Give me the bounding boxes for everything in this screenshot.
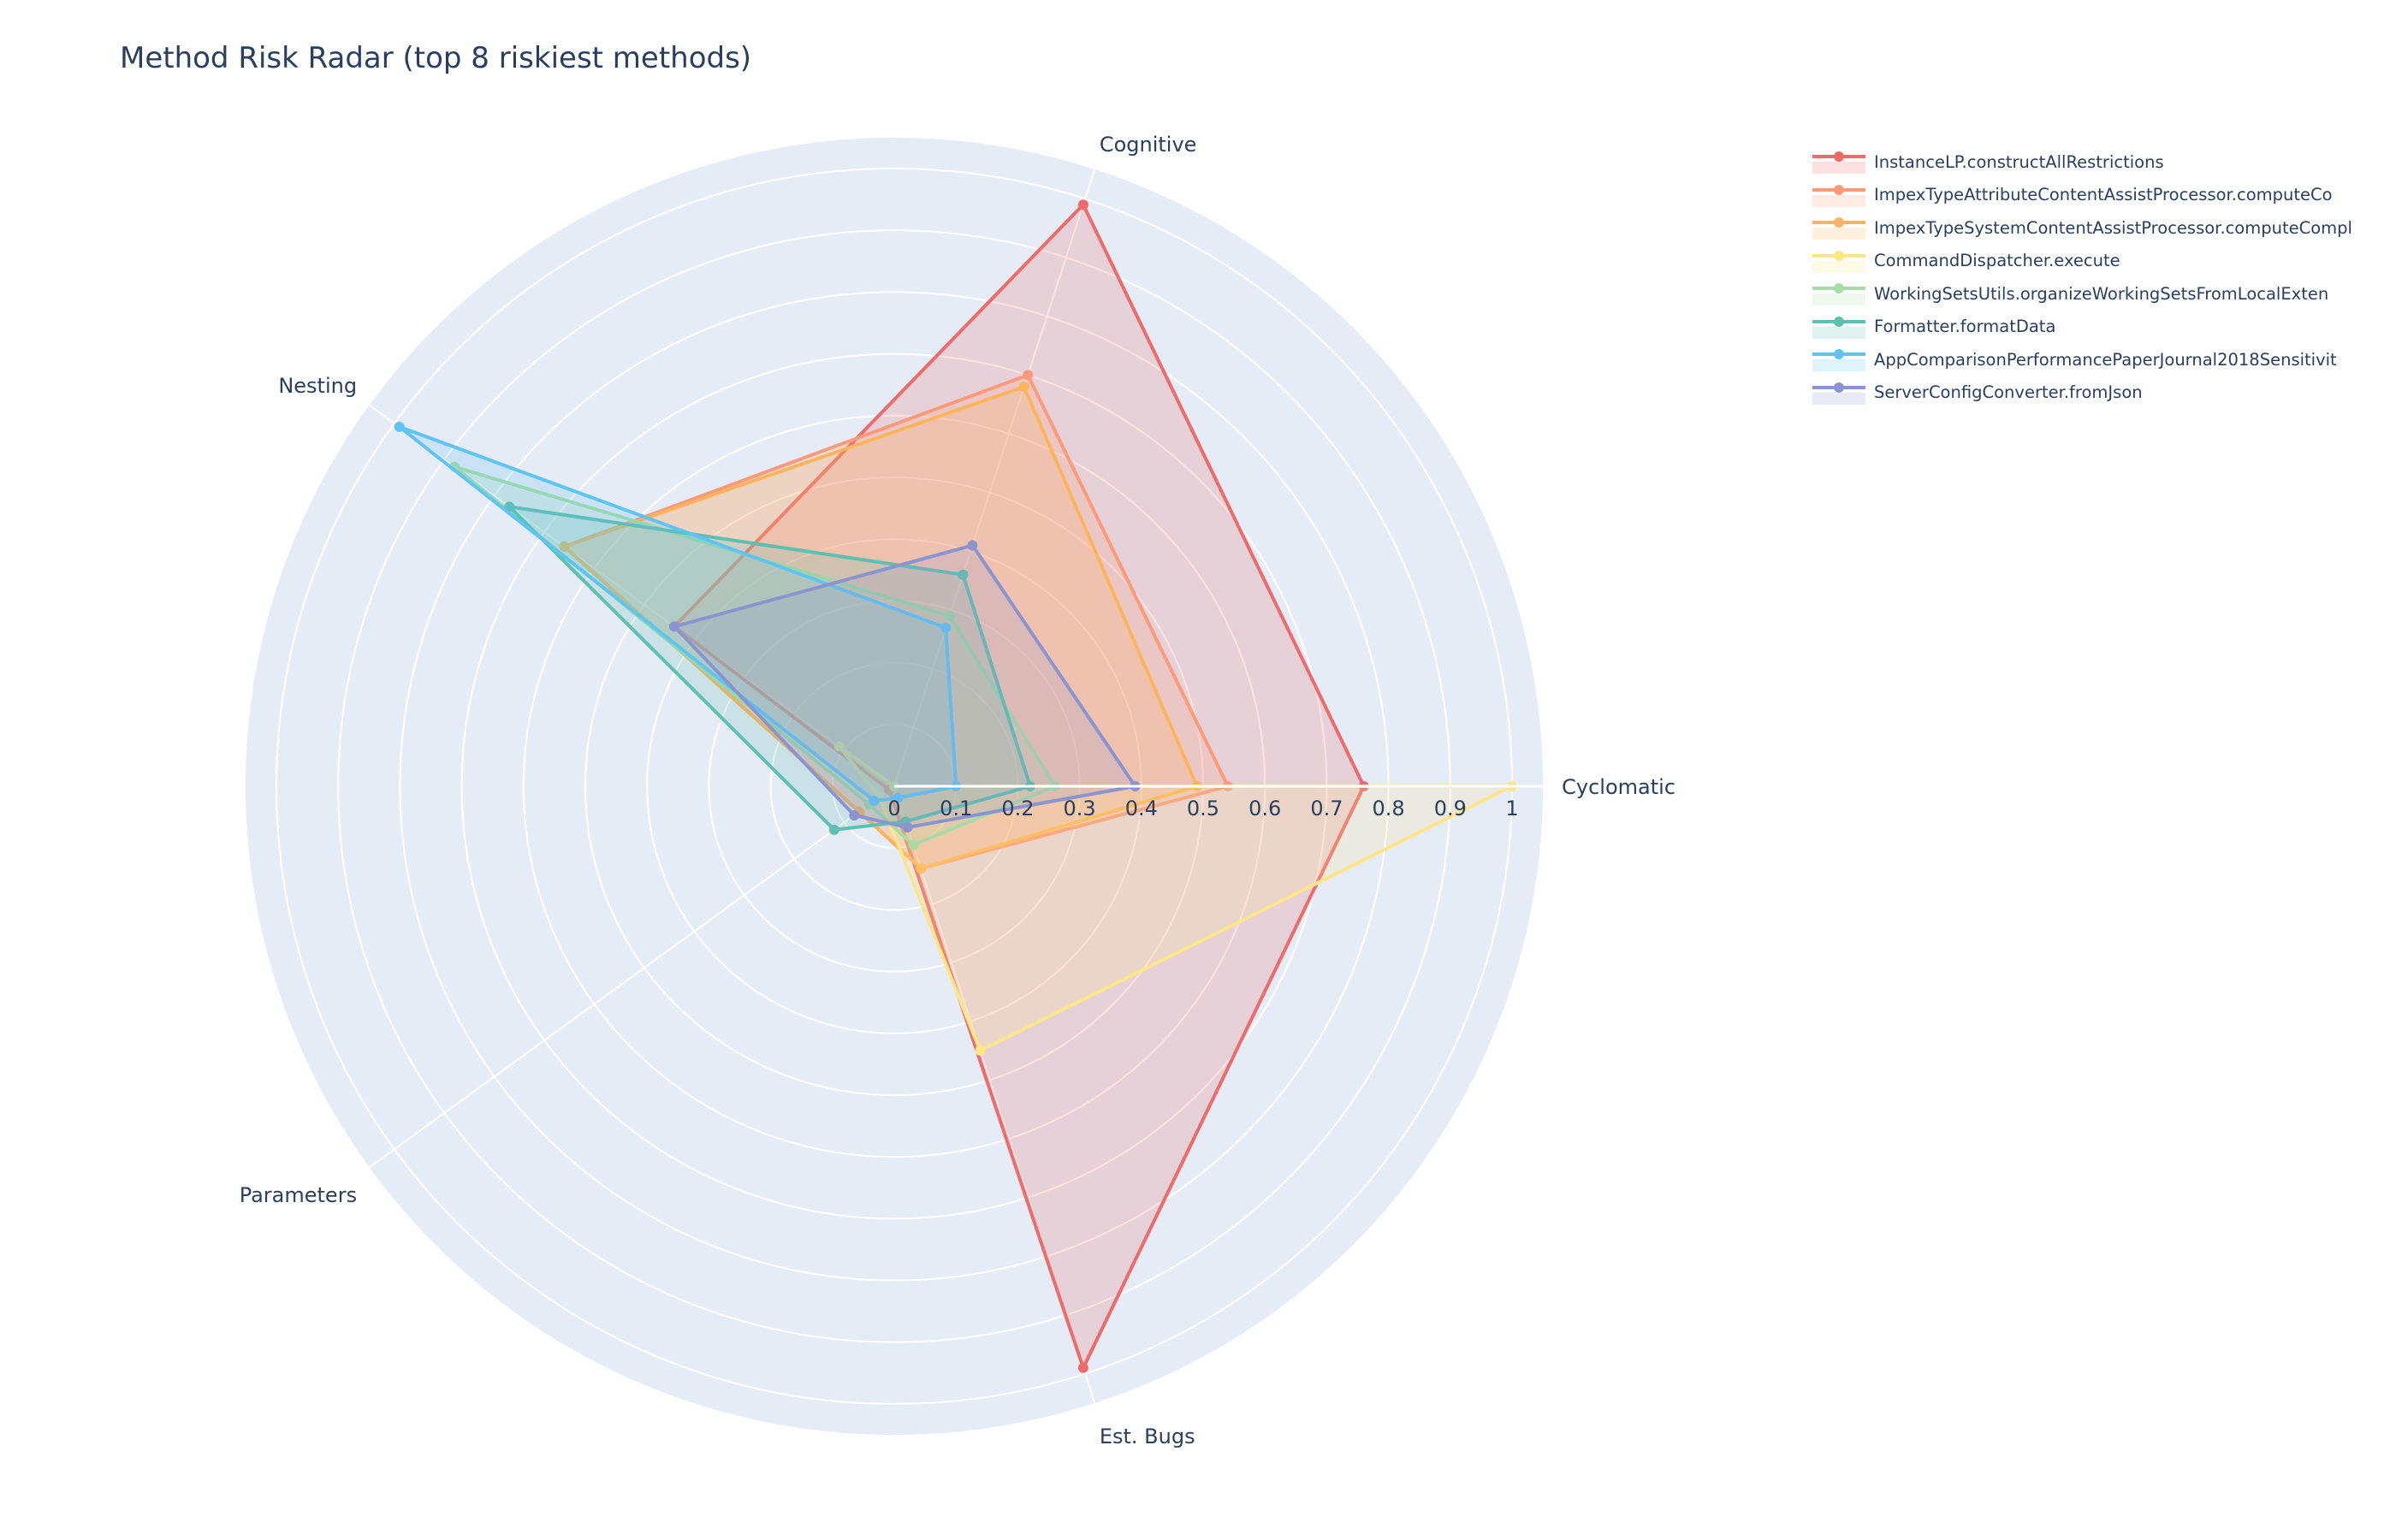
legend-swatch-icon <box>1812 180 1865 210</box>
series-fill-1 <box>564 375 1228 869</box>
radial-tick-label: 0.4 <box>1125 797 1158 820</box>
radial-tick-label: 0.5 <box>1187 797 1219 820</box>
axis-line <box>893 169 1096 787</box>
data-point-7-3 <box>849 809 860 820</box>
data-point-5-1 <box>958 569 969 580</box>
legend-item[interactable]: ImpexTypeSystemContentAssistProcessor.co… <box>1812 211 2352 245</box>
radial-tick-label: 0.6 <box>1248 797 1281 820</box>
legend-item[interactable]: Formatter.formatData <box>1812 311 2352 344</box>
series-line-5 <box>507 505 1032 832</box>
data-point-7-4 <box>902 822 913 833</box>
legend-label: InstanceLP.constructAllRestrictions <box>1874 151 2164 172</box>
legend-item[interactable]: CommandDispatcher.execute <box>1812 245 2352 278</box>
data-point-0-4 <box>1077 1362 1088 1373</box>
series-fill-4 <box>454 466 1055 845</box>
legend-swatch-icon <box>1812 278 1865 309</box>
legend-swatch-icon <box>1812 246 1865 276</box>
legend-label: ImpexTypeAttributeContentAssistProcessor… <box>1874 185 2333 205</box>
data-point-0-1 <box>1077 199 1088 210</box>
series-line-7 <box>672 543 1137 830</box>
axis-label-cognitive: Cognitive <box>1100 133 1197 157</box>
chart-title: Method Risk Radar (top 8 riskiest method… <box>120 41 752 75</box>
data-point-7-1 <box>967 540 978 551</box>
legend-label: Formatter.formatData <box>1874 317 2056 337</box>
legend-label: WorkingSetsUtils.organizeWorkingSetsFrom… <box>1874 283 2329 304</box>
data-point-5-3 <box>828 824 839 835</box>
radial-tick-label: 0.8 <box>1373 797 1405 820</box>
legend-label: AppComparisonPerformancePaperJournal2018… <box>1874 349 2337 370</box>
radial-tick-label: 0.7 <box>1310 797 1343 820</box>
legend-swatch-icon <box>1812 344 1865 375</box>
series-line-0 <box>672 203 1366 1370</box>
series-fill-2 <box>564 387 1197 869</box>
radial-tick-label: 0 <box>887 797 900 820</box>
data-point-3-2 <box>833 741 845 752</box>
data-point-2-2 <box>559 541 570 552</box>
radial-tick-label: 0.1 <box>940 797 972 820</box>
radial-tick-label: 0.9 <box>1434 797 1467 820</box>
data-point-2-1 <box>1018 382 1029 393</box>
data-point-6-1 <box>940 622 952 633</box>
legend-label: ImpexTypeSystemContentAssistProcessor.co… <box>1874 217 2352 238</box>
radial-tick-label: 1 <box>1505 797 1518 820</box>
legend-label: ServerConfigConverter.fromJson <box>1874 382 2143 403</box>
axis-label-nesting: Nesting <box>278 374 357 398</box>
series-fill-6 <box>399 426 957 801</box>
series-line-2 <box>562 385 1199 871</box>
data-point-6-3 <box>869 795 880 806</box>
legend-item[interactable]: AppComparisonPerformancePaperJournal2018… <box>1812 343 2352 376</box>
legend-label: CommandDispatcher.execute <box>1874 251 2120 271</box>
legend-item[interactable]: WorkingSetsUtils.organizeWorkingSetsFrom… <box>1812 277 2352 311</box>
series-line-6 <box>397 424 958 803</box>
series-fill-5 <box>509 506 1030 830</box>
data-point-4-4 <box>908 839 919 850</box>
legend-item[interactable]: ImpexTypeAttributeContentAssistProcessor… <box>1812 179 2352 212</box>
radial-tick-label: 0.3 <box>1064 797 1096 820</box>
data-point-7-2 <box>668 621 679 632</box>
axis-label-cyclomatic: Cyclomatic <box>1562 775 1675 799</box>
data-point-6-4 <box>893 792 904 803</box>
legend-item[interactable]: ServerConfigConverter.fromJson <box>1812 376 2352 410</box>
data-point-1-1 <box>1023 370 1034 381</box>
data-point-3-4 <box>975 1045 986 1056</box>
legend-item[interactable]: InstanceLP.constructAllRestrictions <box>1812 145 2352 179</box>
series-fill-3 <box>839 746 1512 1051</box>
legend: InstanceLP.constructAllRestrictions Impex… <box>1812 145 2352 409</box>
axis-line <box>369 785 895 1169</box>
data-point-2-4 <box>916 863 927 874</box>
radial-tick-label: 0.2 <box>1001 797 1034 820</box>
legend-swatch-icon <box>1812 377 1865 408</box>
axis-label-parameters: Parameters <box>240 1183 357 1207</box>
legend-swatch-icon <box>1812 311 1865 342</box>
data-point-6-2 <box>394 421 405 432</box>
legend-swatch-icon <box>1812 146 1865 177</box>
legend-swatch-icon <box>1812 212 1865 243</box>
data-point-4-1 <box>944 610 955 621</box>
axis-label-est-bugs: Est. Bugs <box>1100 1424 1195 1448</box>
